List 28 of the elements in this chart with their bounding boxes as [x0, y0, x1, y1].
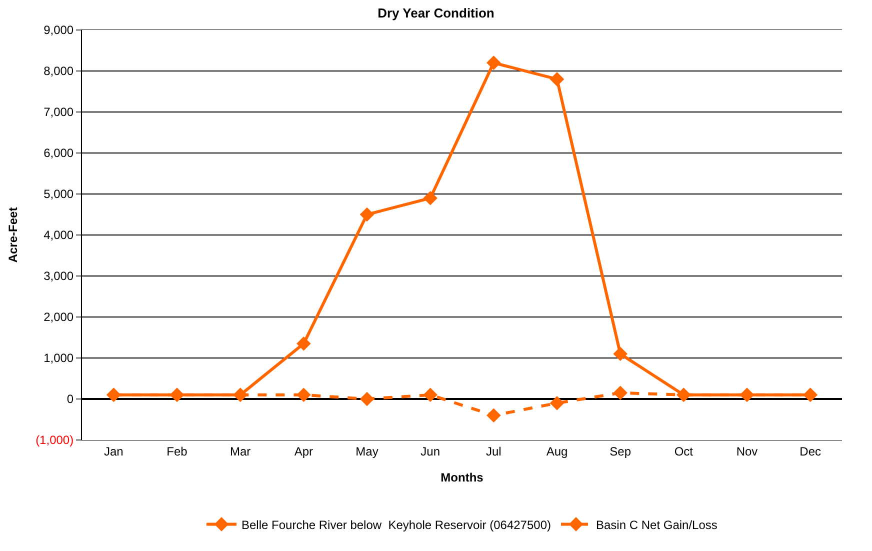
y-tick-label: 7,000 — [44, 105, 74, 120]
x-tick-label: Apr — [294, 444, 314, 458]
y-axis-title: Acre-Feet — [6, 207, 20, 263]
x-tick-label: Sep — [610, 444, 632, 458]
legend-label: Belle Fourche River below Keyhole Reservoir (06427500) — [242, 518, 551, 532]
y-tick-label: (1,000) — [36, 433, 74, 448]
y-tick-label: 1,000 — [44, 351, 74, 366]
y-tick-label: 3,000 — [44, 269, 74, 284]
x-axis-title: Months — [440, 470, 484, 484]
x-tick-label: Dec — [800, 444, 821, 458]
x-tick-label: Oct — [674, 444, 694, 458]
y-tick-label: 4,000 — [44, 228, 74, 242]
chart-title: Dry Year Condition — [378, 5, 494, 20]
x-tick-label: Nov — [736, 444, 758, 458]
y-tick-label: 6,000 — [44, 146, 74, 160]
y-tick-label: 5,000 — [44, 187, 74, 202]
x-tick-label: Jun — [420, 444, 440, 458]
x-tick-label: Feb — [166, 444, 188, 458]
x-tick-label: Mar — [230, 444, 251, 458]
x-tick-label: Aug — [546, 444, 568, 458]
y-tick-label: 0 — [66, 392, 74, 406]
y-tick-label: 8,000 — [44, 64, 74, 78]
y-tick-label: 2,000 — [44, 310, 74, 324]
x-tick-label: Jul — [486, 444, 502, 458]
x-tick-label: Jan — [104, 444, 124, 458]
y-tick-label: 9,000 — [44, 23, 74, 38]
x-tick-label: May — [356, 444, 378, 458]
legend-label: Basin C Net Gain/Loss — [596, 518, 718, 532]
